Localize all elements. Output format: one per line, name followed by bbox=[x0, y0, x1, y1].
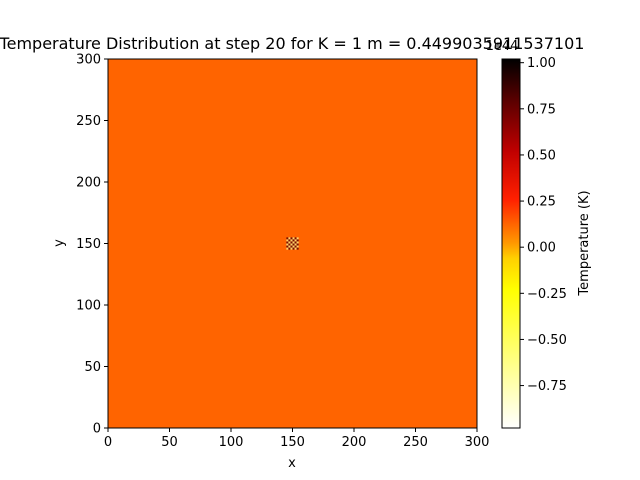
y-tick-label: 300 bbox=[76, 53, 101, 68]
hotspot-cell bbox=[286, 241, 289, 244]
hotspot-cell bbox=[290, 245, 293, 248]
hotspot-cell bbox=[294, 243, 297, 246]
hotspot-cell bbox=[290, 243, 293, 246]
y-axis-label: y bbox=[52, 239, 67, 247]
hotspot-cell bbox=[294, 241, 297, 244]
colorbar-tick-label: 0.75 bbox=[527, 102, 556, 117]
chart-title: Temperature Distribution at step 20 for … bbox=[0, 34, 584, 53]
hotspot-cell bbox=[296, 239, 299, 242]
colorbar-multiplier: 1e44 bbox=[486, 39, 519, 54]
colorbar-tick-label: 0.25 bbox=[527, 195, 556, 210]
hotspot-cell bbox=[294, 247, 297, 250]
x-tick-label: 0 bbox=[104, 435, 112, 450]
y-tick-label: 50 bbox=[84, 360, 101, 375]
x-axis: 0 50 100 150 200 250 300 bbox=[104, 428, 490, 450]
x-tick-label: 250 bbox=[403, 435, 428, 450]
hotspot-cell bbox=[292, 247, 295, 250]
colorbar-gradient bbox=[502, 59, 520, 428]
x-tick-label: 100 bbox=[219, 435, 244, 450]
hotspot-cell bbox=[290, 247, 293, 250]
hotspot-cell bbox=[288, 239, 291, 242]
x-tick-label: 300 bbox=[465, 435, 490, 450]
y-tick-label: 100 bbox=[76, 299, 101, 314]
x-axis-label: x bbox=[288, 456, 296, 471]
colorbar-tick-label: 0.00 bbox=[527, 241, 556, 256]
hotspot-cell bbox=[296, 243, 299, 246]
colorbar-tick-label: −0.25 bbox=[527, 287, 567, 302]
hotspot-cell bbox=[288, 243, 291, 246]
hotspot-cell bbox=[286, 239, 289, 242]
hotspot-cell bbox=[288, 245, 291, 248]
hotspot-cell bbox=[294, 237, 297, 240]
hotspot-cell bbox=[296, 237, 299, 240]
hotspot-cell bbox=[294, 239, 297, 242]
x-tick-label: 200 bbox=[342, 435, 367, 450]
colorbar-frame bbox=[501, 58, 521, 429]
hotspot-cell bbox=[290, 237, 293, 240]
colorbar: −0.75 −0.50 −0.25 0.00 0.25 0.50 0.75 1.00 1e44… bbox=[486, 39, 592, 429]
hotspot-cell bbox=[296, 245, 299, 248]
y-axis: 0 50 100 150 200 250 300 bbox=[76, 53, 108, 437]
hotspot-cell bbox=[286, 237, 289, 240]
hotspot-cell bbox=[290, 241, 293, 244]
hotspot-cell bbox=[294, 245, 297, 248]
x-tick-label: 50 bbox=[161, 435, 178, 450]
y-tick-label: 150 bbox=[76, 237, 101, 252]
y-tick-label: 0 bbox=[93, 422, 101, 437]
colorbar-tick-label: 0.50 bbox=[527, 148, 556, 163]
hotspot-cell bbox=[296, 247, 299, 250]
hotspot-cell bbox=[286, 245, 289, 248]
hotspot-cell bbox=[288, 247, 291, 250]
colorbar-tick-label: −0.75 bbox=[527, 379, 567, 394]
heatmap-plot bbox=[107, 58, 478, 429]
hotspot-cell bbox=[292, 245, 295, 248]
y-tick-label: 250 bbox=[76, 114, 101, 129]
hotspot-cell bbox=[292, 239, 295, 242]
y-tick-label: 200 bbox=[76, 176, 101, 191]
hotspot-cell bbox=[292, 237, 295, 240]
hotspot-cell bbox=[288, 237, 291, 240]
colorbar-ticks: −0.75 −0.50 −0.25 0.00 0.25 0.50 0.75 1.00 bbox=[520, 56, 567, 394]
hotspot-cell bbox=[292, 243, 295, 246]
heatmap-hotspot bbox=[286, 237, 299, 250]
hotspot-cell bbox=[292, 241, 295, 244]
hotspot-cell bbox=[288, 241, 291, 244]
colorbar-label: Temperature (K) bbox=[577, 190, 592, 296]
hotspot-cell bbox=[296, 241, 299, 244]
hotspot-cell bbox=[286, 243, 289, 246]
colorbar-tick-label: −0.50 bbox=[527, 333, 567, 348]
colorbar-tick-label: 1.00 bbox=[527, 56, 556, 71]
hotspot-cell bbox=[290, 239, 293, 242]
hotspot-cell bbox=[286, 247, 289, 250]
x-tick-label: 150 bbox=[280, 435, 305, 450]
